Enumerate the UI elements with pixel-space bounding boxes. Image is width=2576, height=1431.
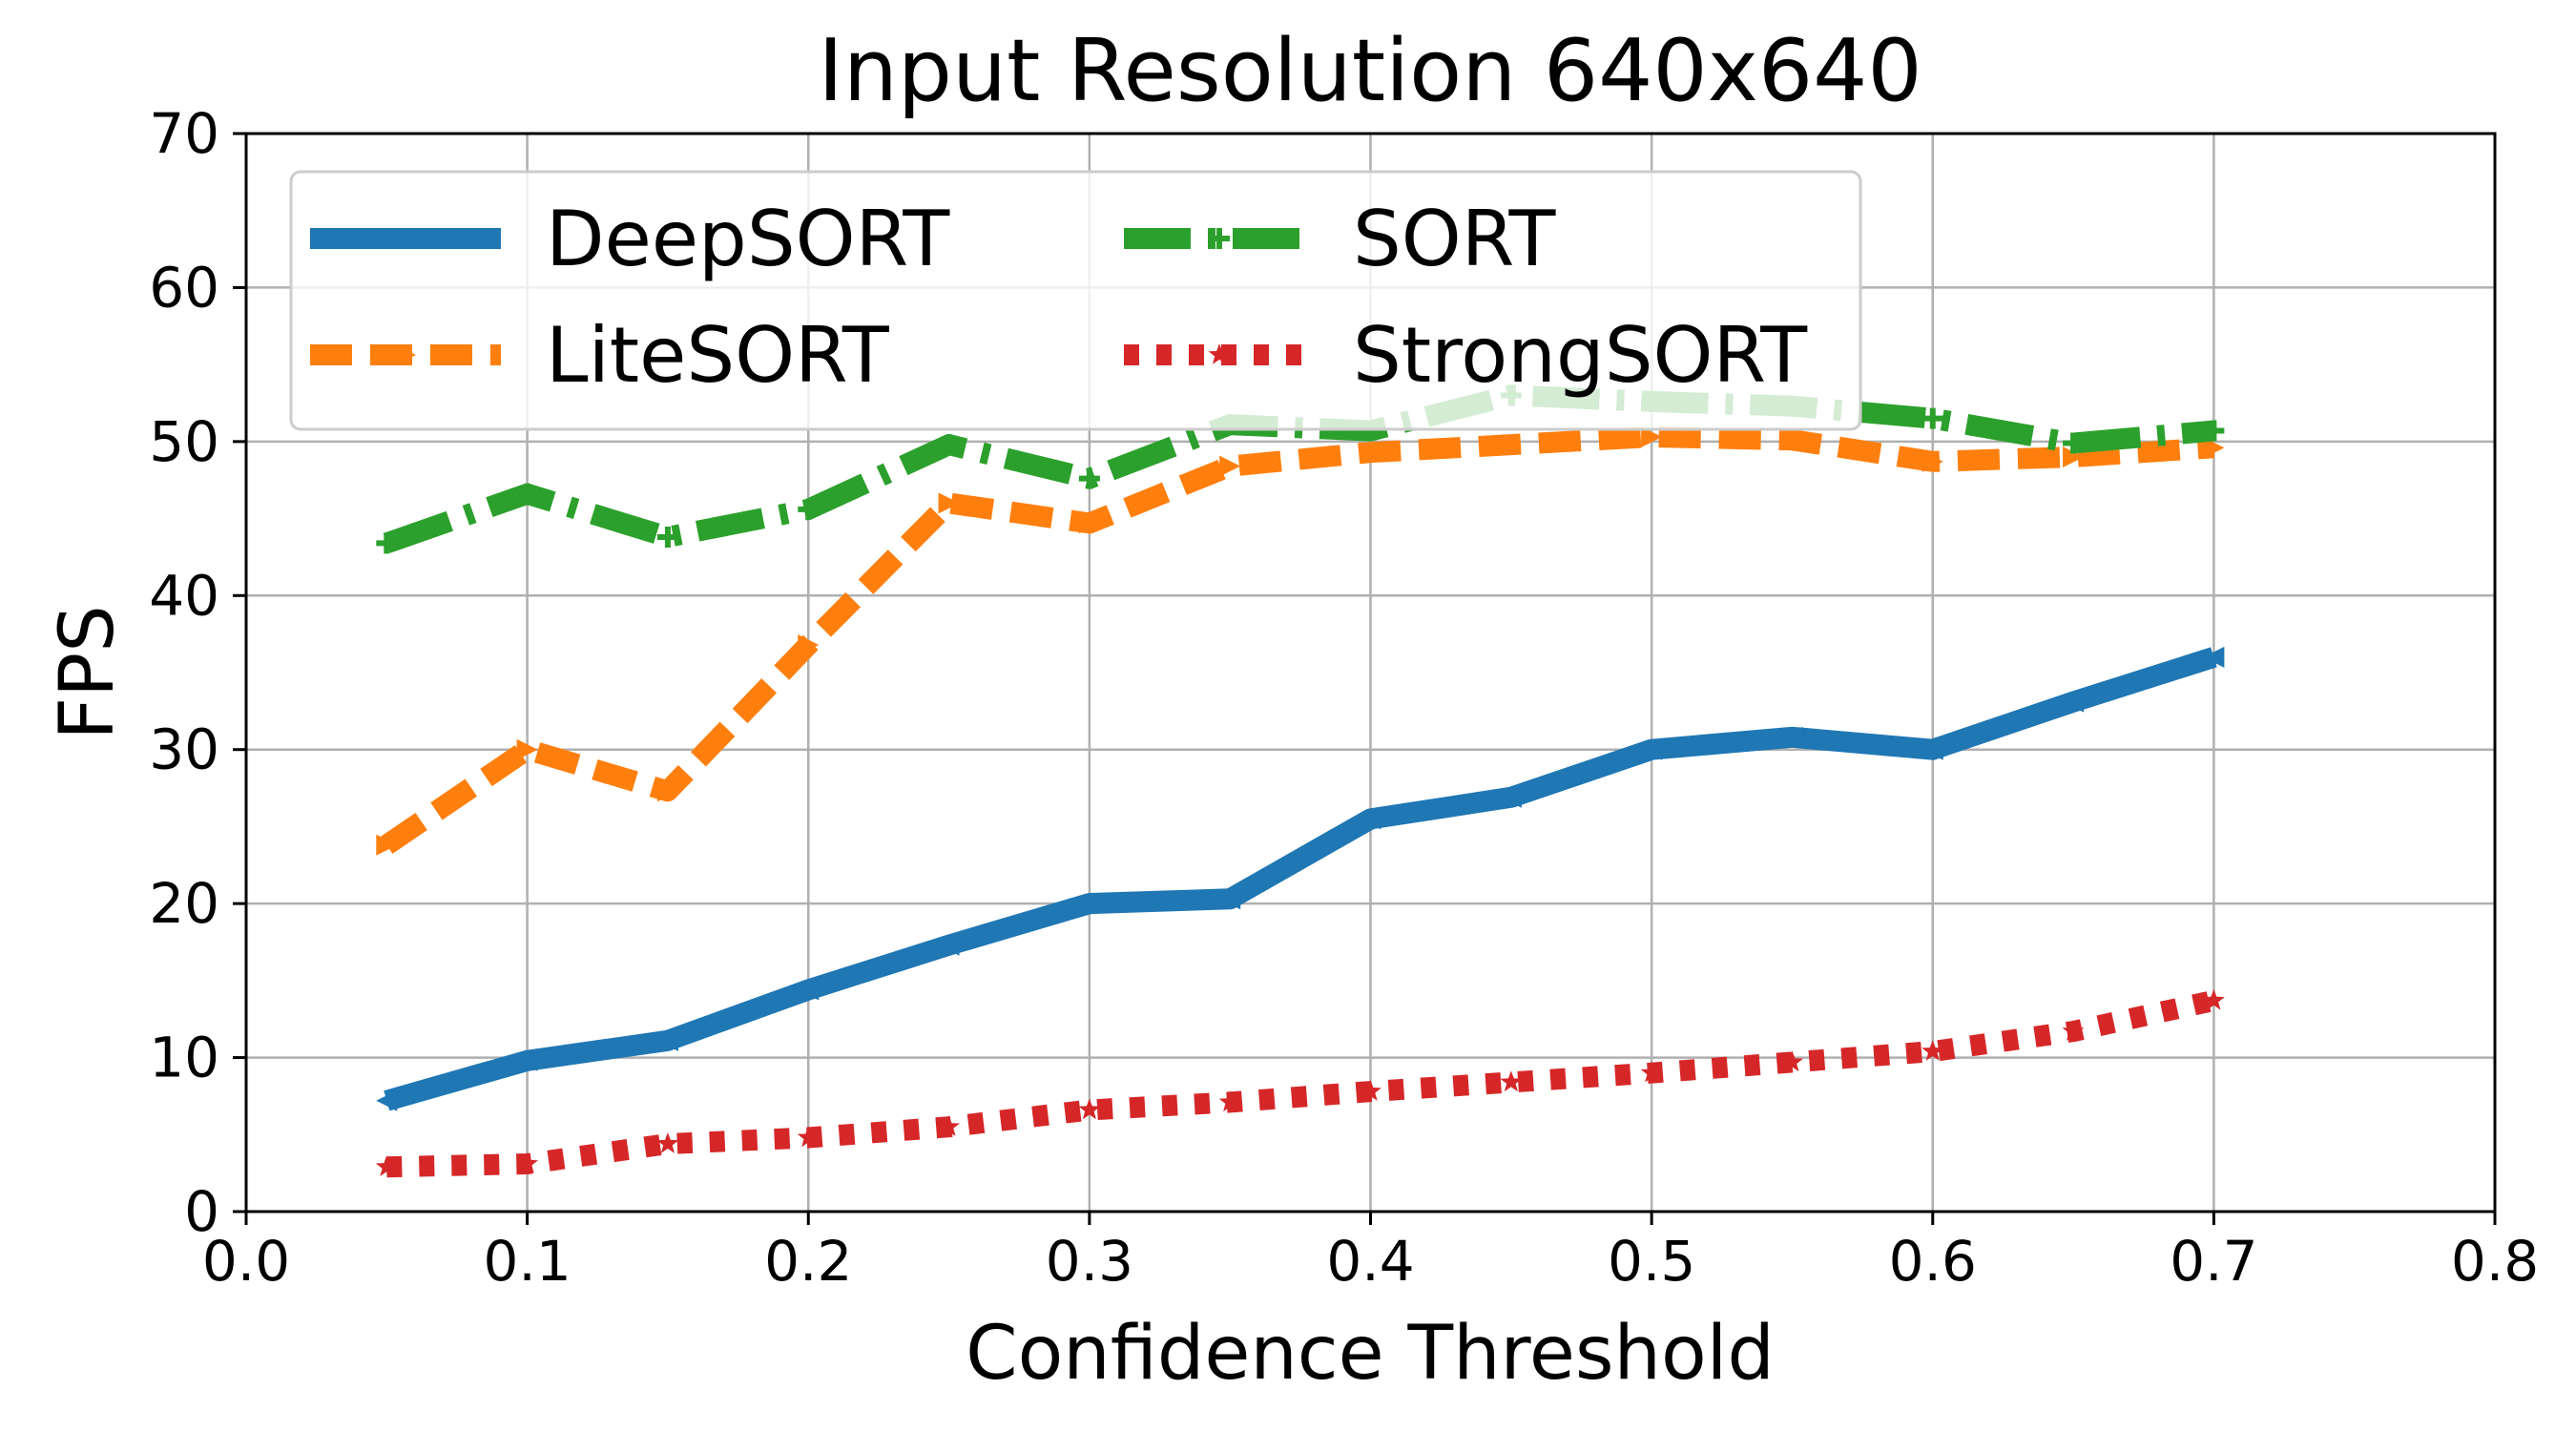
data-point-litesort xyxy=(1781,429,1803,451)
data-point-sort xyxy=(1922,407,1943,429)
y-tick-label: 0 xyxy=(184,1179,219,1244)
series-line-deepsort xyxy=(384,647,2217,1111)
x-axis-label: Confidence Threshold xyxy=(966,1311,1775,1397)
data-point-litesort xyxy=(1922,450,1943,472)
data-point-strongsort xyxy=(2062,1020,2085,1041)
chart-title: Input Resolution 640x640 xyxy=(818,21,1922,121)
legend-item-sort: SORT xyxy=(1124,195,1557,283)
data-point-deepsort xyxy=(1500,786,1522,808)
data-point-deepsort xyxy=(656,1029,678,1051)
data-point-strongsort xyxy=(1360,1080,1381,1101)
x-tick-label: 0.8 xyxy=(2451,1229,2539,1294)
x-tick-label: 0.7 xyxy=(2170,1229,2257,1294)
data-point-strongsort xyxy=(375,1155,398,1176)
data-point-deepsort xyxy=(2063,691,2085,713)
data-point-strongsort xyxy=(1078,1098,1101,1120)
data-point-strongsort xyxy=(1922,1040,1944,1061)
legend-item-strongsort: StrongSORT xyxy=(1124,311,1808,400)
data-point-sort xyxy=(656,526,678,548)
data-point-litesort xyxy=(376,834,398,856)
series-deepsort xyxy=(376,646,2225,1111)
y-tick-label: 70 xyxy=(149,101,219,166)
series-line-litesort xyxy=(381,426,2215,854)
data-point-sort xyxy=(2203,420,2225,442)
x-tick-label: 0.0 xyxy=(202,1229,290,1294)
data-point-sort xyxy=(938,434,960,456)
data-point-sort xyxy=(1078,467,1100,489)
data-point-litesort xyxy=(516,738,538,760)
x-tick-label: 0.6 xyxy=(1889,1229,1977,1294)
data-point-litesort xyxy=(2203,437,2225,459)
x-tick-label: 0.4 xyxy=(1326,1229,1414,1294)
data-point-deepsort xyxy=(1781,726,1803,748)
data-point-deepsort xyxy=(1078,893,1100,915)
legend-marker-litesort xyxy=(395,344,416,365)
legend-label-sort: SORT xyxy=(1353,195,1557,283)
data-point-litesort xyxy=(656,780,678,802)
series-group xyxy=(375,384,2225,1178)
series-line-strongsort xyxy=(386,990,2216,1178)
legend: DeepSORT LiteSORT SORT StrongSORT xyxy=(289,170,1862,431)
y-tick-label: 20 xyxy=(149,871,219,936)
data-point-litesort xyxy=(1219,455,1241,477)
y-tick-label: 60 xyxy=(149,255,219,320)
data-point-strongsort xyxy=(938,1115,960,1136)
series-strongsort xyxy=(375,988,2225,1178)
data-point-sort xyxy=(516,483,538,505)
data-point-deepsort xyxy=(516,1049,538,1071)
data-point-strongsort xyxy=(1218,1090,1241,1112)
legend-label-strongsort: StrongSORT xyxy=(1353,311,1808,400)
x-tick-label: 0.5 xyxy=(1608,1229,1695,1294)
data-point-strongsort xyxy=(2203,988,2225,1010)
data-point-strongsort xyxy=(516,1152,538,1173)
data-point-deepsort xyxy=(938,934,960,956)
series-litesort xyxy=(376,426,2225,856)
data-point-deepsort xyxy=(1219,888,1241,910)
data-point-deepsort xyxy=(798,979,820,1001)
data-point-litesort xyxy=(1500,434,1522,456)
data-point-litesort xyxy=(1360,442,1381,464)
legend-marker-sort xyxy=(1209,228,1230,249)
data-point-deepsort xyxy=(1360,808,1381,830)
data-point-litesort xyxy=(1641,426,1663,448)
legend-box xyxy=(289,170,1862,431)
legend-label-litesort: LiteSORT xyxy=(546,311,890,400)
data-point-litesort xyxy=(1078,512,1100,534)
legend-item-deepsort: DeepSORT xyxy=(310,195,950,283)
x-tick-label: 0.2 xyxy=(764,1229,852,1294)
data-point-litesort xyxy=(798,633,820,655)
ticks: 0.0 0.1 0.2 0.3 0.4 0.5 0.6 0.7 0.8 0 10 20 30 40 50 60… xyxy=(149,101,2539,1294)
data-point-deepsort xyxy=(376,1089,398,1111)
y-axis-label: FPS xyxy=(45,605,131,739)
legend-marker-strongsort xyxy=(1208,343,1231,364)
y-tick-label: 30 xyxy=(149,717,219,782)
y-tick-label: 40 xyxy=(149,563,219,628)
x-tick-label: 0.1 xyxy=(484,1229,571,1294)
data-point-strongsort xyxy=(1500,1070,1523,1092)
data-point-sort xyxy=(2063,432,2085,454)
data-point-litesort xyxy=(938,492,960,514)
legend-item-litesort: LiteSORT xyxy=(310,311,890,400)
data-point-sort xyxy=(798,498,820,520)
y-tick-label: 10 xyxy=(149,1026,219,1090)
data-point-deepsort xyxy=(1922,738,1943,760)
legend-marker-deepsort xyxy=(395,228,416,249)
legend-label-deepsort: DeepSORT xyxy=(546,195,950,283)
y-tick-label: 50 xyxy=(149,409,219,474)
data-point-litesort xyxy=(2063,446,2085,467)
data-point-deepsort xyxy=(1641,738,1663,760)
data-point-deepsort xyxy=(2203,646,2225,668)
data-point-strongsort xyxy=(656,1132,679,1153)
data-point-strongsort xyxy=(1640,1061,1663,1083)
data-point-strongsort xyxy=(797,1126,820,1148)
data-point-sort xyxy=(376,532,398,554)
data-point-strongsort xyxy=(1781,1050,1803,1072)
x-tick-label: 0.3 xyxy=(1046,1229,1133,1294)
